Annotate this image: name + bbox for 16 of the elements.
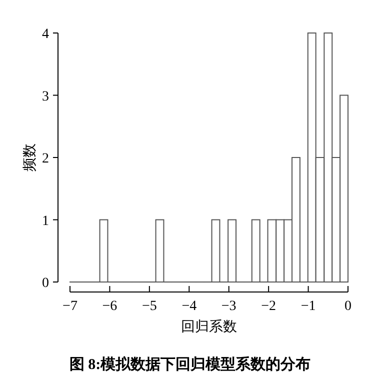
y-tick-label: 4	[42, 27, 49, 42]
x-tick-label: −6	[102, 299, 118, 314]
x-tick-label: −1	[300, 299, 316, 314]
x-axis-title: 回归系数	[181, 319, 237, 335]
x-tick-label: −4	[182, 299, 197, 314]
y-tick-label: 3	[42, 89, 49, 104]
x-tick-label: −7	[62, 299, 78, 314]
y-tick-label: 2	[42, 152, 49, 166]
y-tick-label: 1	[42, 214, 49, 229]
y-axis-title: 频数	[22, 144, 38, 172]
x-tick-label: −2	[261, 299, 276, 314]
caption: 图 8:模拟数据下回归模型系数的分布	[69, 356, 311, 373]
y-tick-label: 0	[42, 276, 49, 291]
x-tick-label: −5	[142, 299, 157, 314]
x-tick-label: 0	[344, 299, 352, 314]
x-tick-label: −3	[221, 299, 236, 314]
